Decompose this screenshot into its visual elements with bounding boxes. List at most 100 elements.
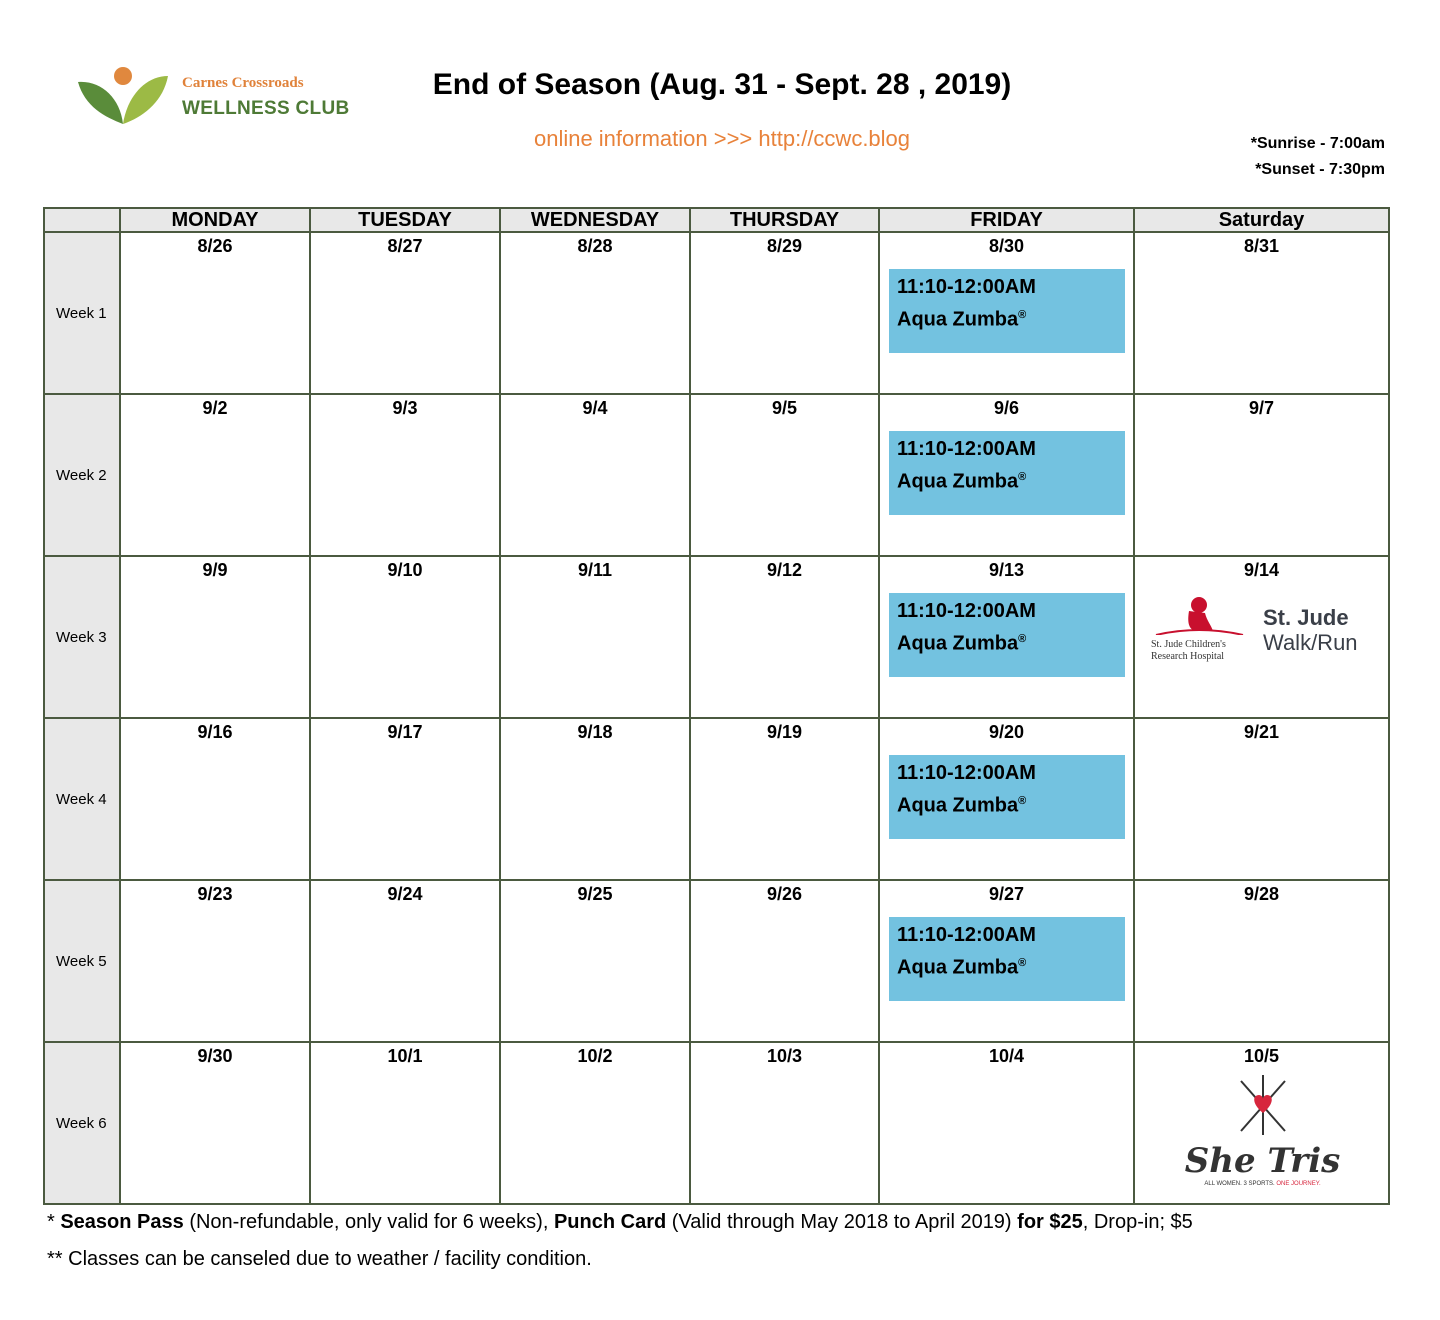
day-cell: 9/12: [689, 555, 880, 719]
week-label: Week 4: [43, 717, 121, 881]
event-name: Aqua Zumba®: [897, 949, 1125, 982]
date-label: 8/30: [988, 236, 1025, 256]
event-title: Aqua Zumba: [897, 956, 1019, 979]
date-label: 9/20: [988, 722, 1025, 742]
day-cell: 10/2: [499, 1041, 691, 1205]
date-label: 9/30: [197, 1046, 233, 1066]
date-label: 9/13: [988, 560, 1025, 580]
event-title: Aqua Zumba: [897, 470, 1019, 493]
aqua-zumba-event[interactable]: 11:10-12:00AM Aqua Zumba®: [889, 269, 1125, 353]
week-label: Week 3: [43, 555, 121, 719]
date-label: 10/1: [387, 1046, 423, 1066]
day-cell: 9/18: [499, 717, 691, 881]
day-cell: 9/27 11:10-12:00AM Aqua Zumba®: [878, 879, 1135, 1043]
season-pass-desc: (Non-refundable, only valid for 6 weeks)…: [183, 1211, 554, 1233]
she-tris-tagline: ALL WOMEN. 3 SPORTS. ONE JOURNEY.: [1160, 1180, 1365, 1189]
event-time: 11:10-12:00AM: [897, 438, 1036, 460]
date-label: 10/4: [988, 1046, 1025, 1066]
event-time: 11:10-12:00AM: [897, 276, 1036, 298]
day-cell: 10/3: [689, 1041, 880, 1205]
day-cell: 9/13 11:10-12:00AM Aqua Zumba®: [878, 555, 1135, 719]
date-label: 9/9: [202, 560, 228, 580]
day-cell: 8/30 11:10-12:00AM Aqua Zumba®: [878, 231, 1135, 395]
week-label: Week 2: [43, 393, 121, 557]
day-cell: 9/3: [309, 393, 501, 557]
st-jude-walk-run-text: St. Jude Walk/Run: [1263, 605, 1358, 655]
date-label: 9/23: [197, 884, 233, 904]
st-jude-title1: St. Jude: [1263, 605, 1349, 630]
day-cell: 9/26: [689, 879, 880, 1043]
date-label: 9/11: [577, 560, 613, 580]
event-title: Aqua Zumba: [897, 308, 1019, 331]
season-pass-label: Season Pass: [60, 1211, 184, 1233]
asterisk: *: [47, 1211, 61, 1233]
she-tris-logo: She Tris ALL WOMEN. 3 SPORTS. ONE JOURNEY…: [1160, 1073, 1365, 1197]
date-label: 9/28: [1243, 884, 1280, 904]
date-label: 9/4: [582, 398, 608, 418]
aqua-zumba-event[interactable]: 11:10-12:00AM Aqua Zumba®: [889, 593, 1125, 677]
she-tris-name: She Tris: [1184, 1141, 1341, 1181]
day-cell: 8/28: [499, 231, 691, 395]
day-cell: 10/5 She Tris ALL WOMEN. 3 SPORTS. ONE JOU…: [1133, 1041, 1390, 1205]
date-label: 9/27: [988, 884, 1025, 904]
date-label: 8/27: [387, 236, 423, 256]
week-row: Week 3 9/9 9/10 9/11 9/12 9/13 11:10-12:00AM Aq…: [43, 555, 1390, 719]
week-row: Week 2 9/2 9/3 9/4 9/5 9/6 11:10-12:00AM Aqua Z…: [43, 393, 1390, 557]
aqua-zumba-event[interactable]: 11:10-12:00AM Aqua Zumba®: [889, 431, 1125, 515]
day-cell: 9/17: [309, 717, 501, 881]
date-label: 8/28: [577, 236, 613, 256]
day-cell: 9/14 St. Jude Children's Research Hospital…: [1133, 555, 1390, 719]
footer-note-1: * Season Pass (Non-refundable, only vali…: [47, 1210, 1407, 1235]
st-jude-child-icon: [1155, 597, 1244, 635]
week-label: Week 5: [43, 879, 121, 1043]
date-label: 9/24: [387, 884, 423, 904]
day-cell: 9/11: [499, 555, 691, 719]
day-cell: 9/19: [689, 717, 880, 881]
day-cell: 8/29: [689, 231, 880, 395]
she-tris-tag2: ONE JOURNEY.: [1276, 1181, 1321, 1187]
event-name: Aqua Zumba®: [897, 625, 1125, 658]
day-cell: 8/26: [119, 231, 311, 395]
date-label: 9/21: [1243, 722, 1280, 742]
st-jude-hospital-line1: St. Jude Children's: [1151, 639, 1226, 650]
wellness-club-logo: Carnes Crossroads WELLNESS CLUB: [75, 62, 355, 132]
day-cell: 8/27: [309, 231, 501, 395]
day-header: TUESDAY: [309, 207, 501, 233]
day-header: FRIDAY: [878, 207, 1135, 233]
footer-note-2: ** Classes can be canseled due to weathe…: [47, 1248, 592, 1270]
day-cell: 9/16: [119, 717, 311, 881]
day-cell: 9/4: [499, 393, 691, 557]
logo-line2: WELLNESS CLUB: [182, 98, 350, 119]
date-label: 9/26: [766, 884, 803, 904]
date-label: 8/31: [1243, 236, 1280, 256]
st-jude-title2: Walk/Run: [1263, 630, 1358, 655]
day-cell: 9/21: [1133, 717, 1390, 881]
aqua-zumba-event[interactable]: 11:10-12:00AM Aqua Zumba®: [889, 917, 1125, 1001]
event-time: 11:10-12:00AM: [897, 600, 1036, 622]
day-cell: 9/10: [309, 555, 501, 719]
date-label: 8/29: [766, 236, 803, 256]
day-cell: 9/5: [689, 393, 880, 557]
st-jude-logo: St. Jude Children's Research Hospital St. …: [1151, 595, 1381, 675]
day-cell: 9/23: [119, 879, 311, 1043]
week-row: Week 6 9/30 10/1 10/2 10/3 10/4 10/5 She Tris AL…: [43, 1041, 1390, 1205]
registered-mark: ®: [1018, 471, 1027, 483]
day-cell: 9/7: [1133, 393, 1390, 557]
calendar-table: MONDAY TUESDAY WEDNESDAY THURSDAY FRIDAY Satu…: [43, 207, 1390, 1205]
day-cell: 9/9: [119, 555, 311, 719]
aqua-zumba-event[interactable]: 11:10-12:00AM Aqua Zumba®: [889, 755, 1125, 839]
event-time: 11:10-12:00AM: [897, 762, 1036, 784]
online-info-link[interactable]: online information >>> http://ccwc.blog: [533, 126, 911, 151]
registered-mark: ®: [1018, 795, 1027, 807]
day-header: MONDAY: [119, 207, 311, 233]
corner-cell: [43, 207, 121, 233]
day-cell: 9/6 11:10-12:00AM Aqua Zumba®: [878, 393, 1135, 557]
day-header: WEDNESDAY: [499, 207, 691, 233]
day-cell: 8/31: [1133, 231, 1390, 395]
day-cell: 9/24: [309, 879, 501, 1043]
date-label: 9/17: [387, 722, 423, 742]
registered-mark: ®: [1018, 957, 1027, 969]
event-title: Aqua Zumba: [897, 794, 1019, 817]
leaf-logo-icon: [78, 67, 168, 124]
date-label: 9/18: [577, 722, 613, 742]
